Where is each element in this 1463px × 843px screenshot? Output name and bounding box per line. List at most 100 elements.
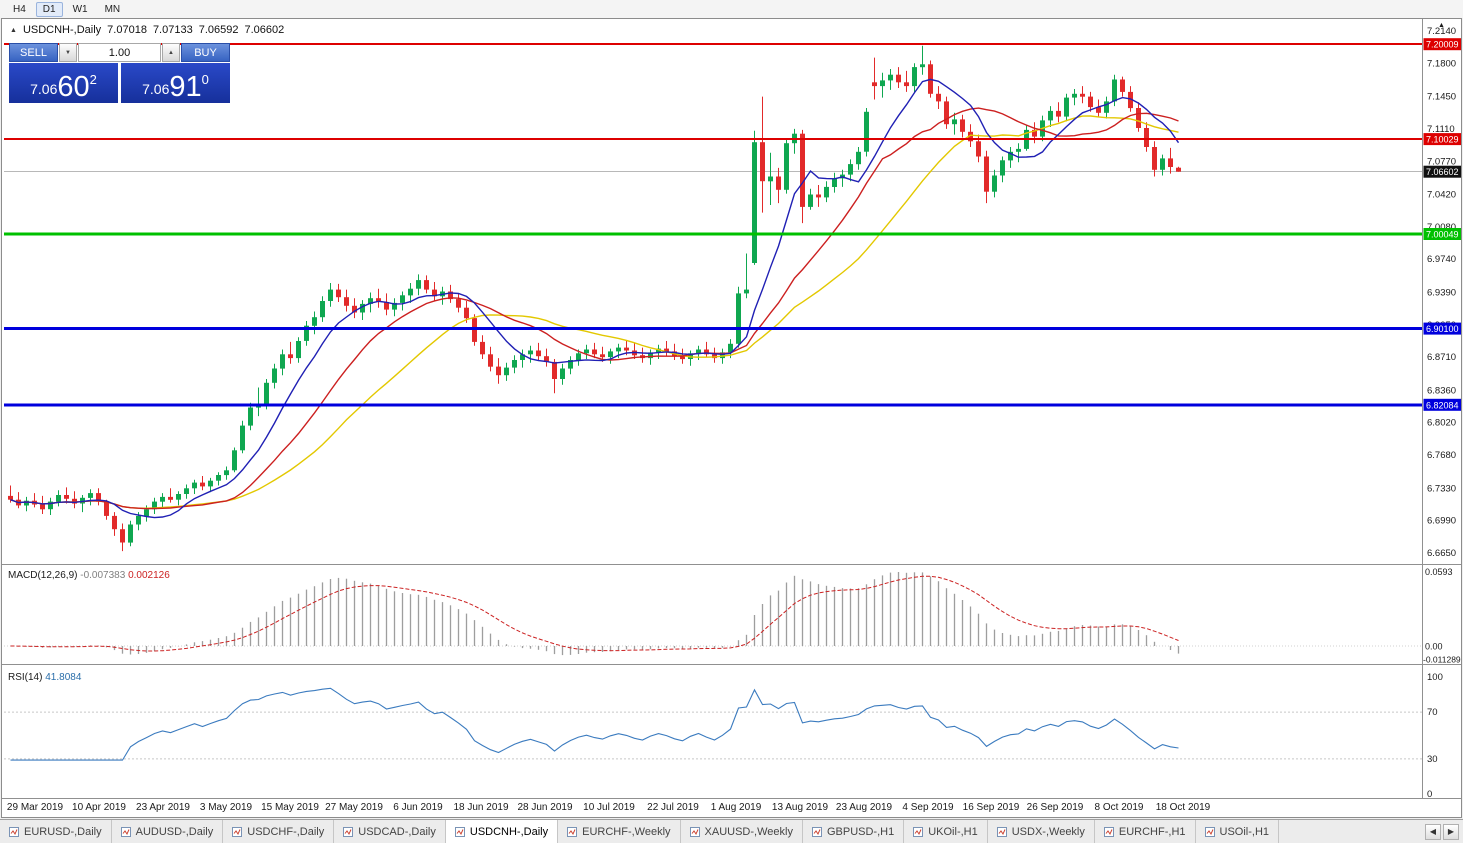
chart-canvas[interactable]: MACD(12,26,9) -0.007383 0.002126 0.0593 0.…	[2, 19, 1461, 816]
price-tick-label: 7.2140	[1427, 26, 1456, 37]
tab-ukoil-h1[interactable]: UKOil-,H1	[904, 820, 988, 843]
rsi-scale-label: 0	[1427, 789, 1432, 800]
chart-tab-icon	[689, 826, 700, 837]
tab-label: AUDUSD-,Daily	[135, 825, 214, 838]
date-label: 23 Apr 2019	[136, 802, 190, 813]
chart-tab-icon	[454, 826, 465, 837]
chart-tab-icon	[811, 826, 822, 837]
price-tick-label: 6.7330	[1427, 483, 1456, 494]
tab-xauusd-weekly[interactable]: XAUUSD-,Weekly	[681, 820, 803, 843]
tab-label: EURCHF-,Weekly	[582, 825, 671, 838]
rsi-scale-label: 30	[1427, 754, 1438, 765]
chart-symbol-period: USDCNH-,Daily	[22, 24, 102, 36]
rsi-pane[interactable]: RSI(14) 41.8084 100 70 30 0	[4, 672, 1443, 800]
date-label: 27 May 2019	[325, 802, 383, 813]
tab-scroll-arrows: ◀ ▶	[1421, 820, 1463, 843]
price-badge	[1423, 165, 1461, 178]
tab-bar: EURUSD-,Daily AUDUSD-,Daily USDCHF-,Daily U…	[0, 819, 1463, 843]
price-tick-label: 7.0770	[1427, 156, 1456, 167]
tab-usdcnh-daily[interactable]: USDCNH-,Daily	[445, 820, 559, 843]
sell-button[interactable]: SELL	[9, 43, 58, 62]
price-tick-label: 6.9390	[1427, 287, 1456, 298]
tab-scroll-right-button[interactable]: ▶	[1443, 823, 1459, 840]
spinner-down-icon: ▼	[65, 49, 71, 56]
price-tick-label: 6.8360	[1427, 385, 1456, 396]
date-label: 6 Jun 2019	[393, 802, 443, 813]
tab-scroll-left-button[interactable]: ◀	[1425, 823, 1441, 840]
tab-usdchf-daily[interactable]: USDCHF-,Daily	[223, 820, 335, 843]
price-tick-label: 7.0080	[1427, 222, 1456, 233]
price-badge-label: 6.82084	[1426, 400, 1459, 410]
tab-usdcad-daily[interactable]: USDCAD-,Daily	[334, 820, 446, 843]
tab-label: XAUUSD-,Weekly	[704, 825, 793, 838]
chart-tab-icon	[1204, 826, 1215, 837]
date-label: 18 Oct 2019	[1156, 802, 1211, 813]
date-axis[interactable]: 29 Mar 2019 10 Apr 2019 23 Apr 2019 3 May 2…	[7, 802, 1211, 813]
tab-eurusd-daily[interactable]: EURUSD-,Daily	[0, 820, 112, 843]
price-tick-label: 6.8020	[1427, 418, 1456, 429]
tab-gbpusd-h1[interactable]: GBPUSD-,H1	[803, 820, 905, 843]
sell-price-display[interactable]: 7.06 60 2	[9, 63, 118, 103]
chart-tab-icon	[343, 826, 354, 837]
timeframe-button-h4[interactable]: H4	[13, 3, 26, 15]
timeframe-toolbar: H4 D1 W1 MN	[0, 0, 1463, 18]
scroll-top-icon[interactable]: ▲	[1438, 22, 1445, 29]
buy-price-point: 0	[201, 72, 209, 87]
date-label: 3 May 2019	[200, 802, 253, 813]
buy-button[interactable]: BUY	[181, 43, 230, 62]
sell-price-base: 7.06	[30, 81, 58, 97]
date-label: 23 Aug 2019	[836, 802, 893, 813]
macd-scale-max: 0.0593	[1425, 567, 1453, 577]
price-tick-label: 6.6650	[1427, 548, 1456, 559]
chart-window: MACD(12,26,9) -0.007383 0.002126 0.0593 0.…	[1, 18, 1462, 818]
lot-increase-button[interactable]: ▲	[162, 43, 180, 62]
macd-scale-zero: 0.00	[1425, 642, 1443, 652]
macd-label: MACD(12,26,9) -0.007383 0.002126	[8, 570, 170, 581]
price-scale[interactable]: 7.2140 7.1800 7.1450 7.1110 7.0770 7.0420 7.00…	[1422, 19, 1462, 799]
tab-label: EURCHF-,H1	[1118, 825, 1186, 838]
tab-label: USDCHF-,Daily	[247, 825, 325, 838]
hlines-layer	[4, 43, 1422, 407]
macd-scale-min: -0.011289	[1423, 655, 1461, 665]
date-label: 22 Jul 2019	[647, 802, 699, 813]
lot-decrease-button[interactable]: ▼	[59, 43, 77, 62]
price-badge	[1423, 38, 1461, 51]
date-label: 26 Sep 2019	[1027, 802, 1084, 813]
candles-layer[interactable]	[8, 45, 1181, 552]
date-label: 13 Aug 2019	[772, 802, 829, 813]
tab-label: UKOil-,H1	[928, 825, 978, 838]
timeframe-button-d1[interactable]: D1	[35, 1, 63, 17]
price-badge	[1423, 228, 1461, 240]
chart-tab-icon	[120, 826, 131, 837]
macd-pane[interactable]: MACD(12,26,9) -0.007383 0.002126 0.0593 0.…	[4, 567, 1461, 665]
tab-label: USDCAD-,Daily	[358, 825, 436, 838]
price-badge	[1423, 133, 1461, 146]
tab-audusd-daily[interactable]: AUDUSD-,Daily	[112, 820, 224, 843]
spinner-up-icon: ▲	[168, 49, 174, 56]
buy-price-display[interactable]: 7.06 91 0	[121, 63, 230, 103]
one-click-toggle-icon[interactable]: ▲	[10, 26, 17, 34]
tab-eurchf-weekly[interactable]: EURCHF-,Weekly	[558, 820, 681, 843]
lot-size-input[interactable]	[78, 43, 161, 62]
ma-line-8	[10, 78, 1180, 519]
date-label: 8 Oct 2019	[1095, 802, 1144, 813]
date-label: 29 Mar 2019	[7, 802, 64, 813]
tab-label: USDX-,Weekly	[1011, 825, 1085, 838]
price-tick-label: 6.8710	[1427, 352, 1456, 363]
price-badge-label: 7.00049	[1426, 230, 1459, 240]
timeframe-button-mn[interactable]: MN	[104, 3, 121, 15]
price-badge-label: 6.90100	[1426, 324, 1459, 334]
tab-usdx-weekly[interactable]: USDX-,Weekly	[988, 820, 1095, 843]
timeframe-button-w1[interactable]: W1	[72, 3, 88, 15]
buy-price-pips: 91	[169, 71, 202, 104]
moving-averages-layer	[10, 78, 1180, 519]
price-badge	[1423, 398, 1461, 411]
tab-usoil-h1[interactable]: USOil-,H1	[1196, 820, 1280, 843]
date-label: 10 Jul 2019	[583, 802, 635, 813]
tab-eurchf-h1[interactable]: EURCHF-,H1	[1095, 820, 1196, 843]
rsi-label: RSI(14) 41.8084	[8, 672, 82, 683]
chart-tab-icon	[232, 826, 243, 837]
tab-label: USOil-,H1	[1219, 825, 1270, 838]
chart-tab-icon	[1103, 826, 1114, 837]
price-tick-label: 7.1800	[1427, 58, 1456, 69]
